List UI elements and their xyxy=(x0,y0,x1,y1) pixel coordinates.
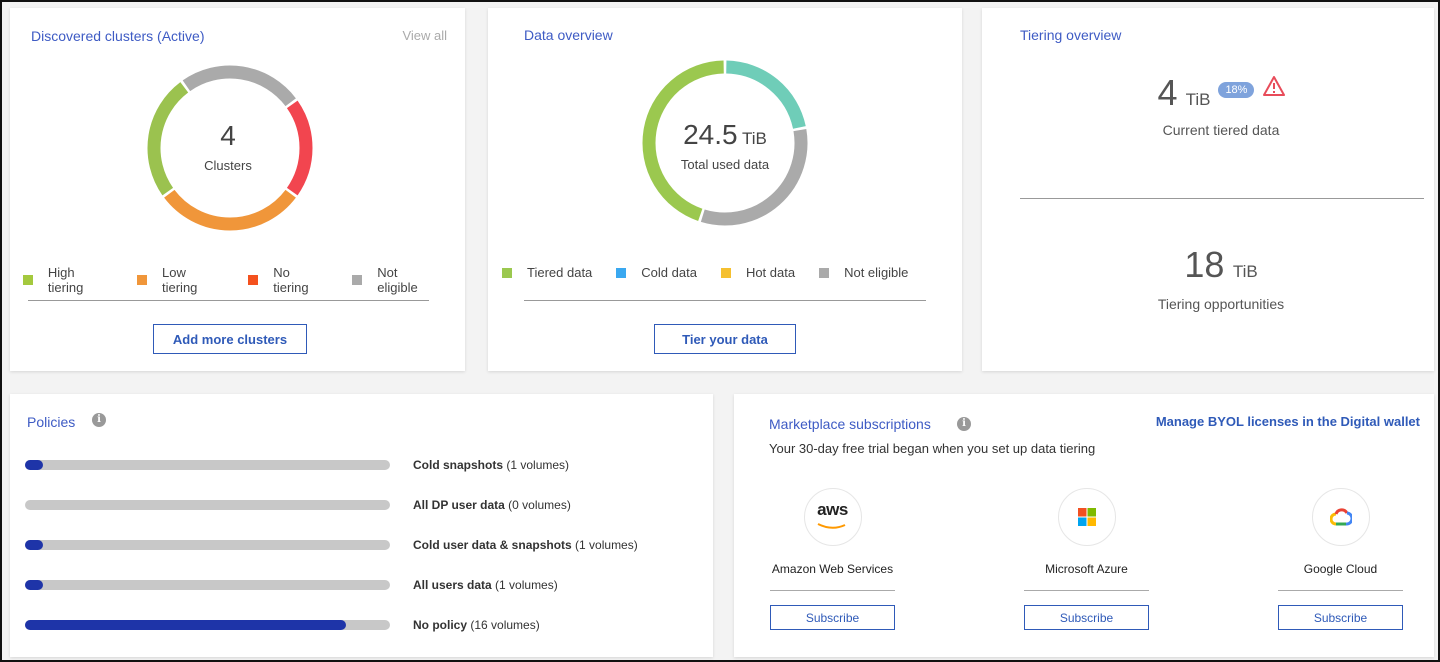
policy-progress-bar xyxy=(25,460,390,470)
legend-swatch xyxy=(616,267,627,278)
provider-google-cloud: Google Cloud Subscribe xyxy=(1278,488,1403,630)
legend-label: Not eligible xyxy=(844,265,909,280)
subscribe-button[interactable]: Subscribe xyxy=(770,605,895,630)
donut-segment xyxy=(726,60,806,129)
policy-row: Cold user data & snapshots (1 volumes) xyxy=(25,538,638,552)
provider-name: Amazon Web Services xyxy=(771,562,894,576)
legend-swatch xyxy=(502,267,512,278)
microsoft-logo-icon xyxy=(1057,488,1116,546)
policy-name: Cold user data & snapshots xyxy=(413,538,572,552)
policy-name: Cold snapshots xyxy=(413,458,504,472)
policy-progress-bar xyxy=(25,540,390,550)
total-used-unit: TiB xyxy=(742,129,767,148)
subscribe-button[interactable]: Subscribe xyxy=(1278,605,1403,630)
opportunities-value: 18 xyxy=(1184,244,1225,285)
policies-title: Policies xyxy=(27,414,76,430)
cluster-count: 4 xyxy=(220,120,236,151)
legend-swatch xyxy=(819,267,830,278)
donut-segment xyxy=(286,100,313,196)
donut-segment xyxy=(164,189,296,231)
info-icon[interactable]: i xyxy=(92,413,106,427)
info-icon[interactable]: i xyxy=(957,417,971,431)
data-overview-title: Data overview xyxy=(524,27,613,43)
donut-segment xyxy=(182,65,296,107)
policy-progress-bar xyxy=(25,620,390,630)
clusters-donut xyxy=(147,65,313,231)
view-all-link[interactable]: View all xyxy=(402,28,447,43)
current-tiered-unit: TiB xyxy=(1185,90,1211,109)
policy-name: All users data xyxy=(413,578,492,592)
legend-label: No tiering xyxy=(273,265,309,295)
clusters-title: Discovered clusters (Active) xyxy=(31,28,205,44)
legend-swatch xyxy=(352,275,363,285)
subscribe-button[interactable]: Subscribe xyxy=(1024,605,1149,630)
marketplace-card: Marketplace subscriptions i Manage BYOL … xyxy=(734,394,1434,657)
current-tiered-value: 4 xyxy=(1157,72,1178,113)
legend-label: Not eligible xyxy=(377,265,418,295)
cluster-count-label: Clusters xyxy=(204,158,252,173)
opportunities-label: Tiering opportunities xyxy=(1157,296,1285,312)
total-used-label: Total used data xyxy=(680,157,770,172)
legend-item: Cold data xyxy=(616,265,697,280)
provider-microsoft: Microsoft Azure Subscribe xyxy=(1024,488,1149,630)
policies-card: Policies i Cold snapshots (1 volumes) Al… xyxy=(10,394,713,657)
legend-item: No tiering xyxy=(248,265,328,295)
legend-swatch xyxy=(23,275,33,285)
legend-label: Cold data xyxy=(641,265,697,280)
percent-badge: 18% xyxy=(1218,82,1255,98)
provider-name: Google Cloud xyxy=(1303,562,1378,576)
legend-label: Hot data xyxy=(745,265,796,280)
legend-item: Not eligible xyxy=(352,265,441,295)
donut-segment xyxy=(700,128,808,226)
byol-link[interactable]: Manage BYOL licenses in the Digital wall… xyxy=(1155,414,1420,429)
legend-item: High tiering xyxy=(23,265,113,295)
trial-text: Your 30-day free trial began when you se… xyxy=(769,441,1096,456)
legend-label: Tiered data xyxy=(527,265,593,280)
add-more-clusters-button[interactable]: Add more clusters xyxy=(153,324,307,354)
policy-name: All DP user data xyxy=(413,498,505,512)
opportunities-unit: TiB xyxy=(1232,262,1258,281)
policy-count: (1 volumes) xyxy=(575,538,638,552)
policy-row: All DP user data (0 volumes) xyxy=(25,498,571,512)
legend-item: Tiered data xyxy=(502,265,592,280)
tier-your-data-button[interactable]: Tier your data xyxy=(654,324,796,354)
data-donut xyxy=(642,60,808,226)
legend-swatch xyxy=(720,267,731,278)
legend-item: Hot data xyxy=(720,265,796,280)
current-tiered-label: Current tiered data xyxy=(1162,122,1280,138)
marketplace-title: Marketplace subscriptions xyxy=(769,416,931,432)
google-cloud-logo-icon xyxy=(1311,488,1370,546)
policy-progress-bar xyxy=(25,500,390,510)
data-overview-card: Data overview 24.5 TiB Total used data T… xyxy=(488,8,962,371)
legend-label: Low tiering xyxy=(162,265,198,295)
legend-label: High tiering xyxy=(47,265,84,295)
legend-swatch xyxy=(248,275,259,285)
policy-count: (16 volumes) xyxy=(470,618,540,632)
policy-progress-bar xyxy=(25,580,390,590)
policy-row: All users data (1 volumes) xyxy=(25,578,558,592)
data-legend: Tiered data Cold data Hot data Not eligible xyxy=(502,265,932,280)
warning-icon xyxy=(1263,76,1286,96)
tiering-overview-card: Tiering overview 4 TiB 18% Current tiere… xyxy=(982,8,1434,371)
tiering-title: Tiering overview xyxy=(1020,27,1122,43)
aws-logo-icon: aws xyxy=(803,488,862,546)
policy-row: Cold snapshots (1 volumes) xyxy=(25,458,569,472)
donut-segment xyxy=(147,82,189,196)
clusters-card: Discovered clusters (Active) View all 4 … xyxy=(10,8,465,371)
clusters-legend: High tiering Low tiering No tiering Not eli… xyxy=(23,265,465,295)
provider-name: Microsoft Azure xyxy=(1045,562,1128,576)
policy-row: No policy (16 volumes) xyxy=(25,618,540,632)
policy-count: (1 volumes) xyxy=(495,578,558,592)
legend-item: Low tiering xyxy=(137,265,224,295)
provider-aws: aws Amazon Web Services Subscribe xyxy=(770,488,895,630)
policy-count: (1 volumes) xyxy=(506,458,570,472)
donut-segment xyxy=(642,60,724,222)
legend-item: Not eligible xyxy=(819,265,908,280)
policy-name: No policy xyxy=(413,618,468,632)
total-used-value: 24.5 xyxy=(683,119,738,150)
policy-count: (0 volumes) xyxy=(508,498,571,512)
legend-swatch xyxy=(137,275,147,285)
